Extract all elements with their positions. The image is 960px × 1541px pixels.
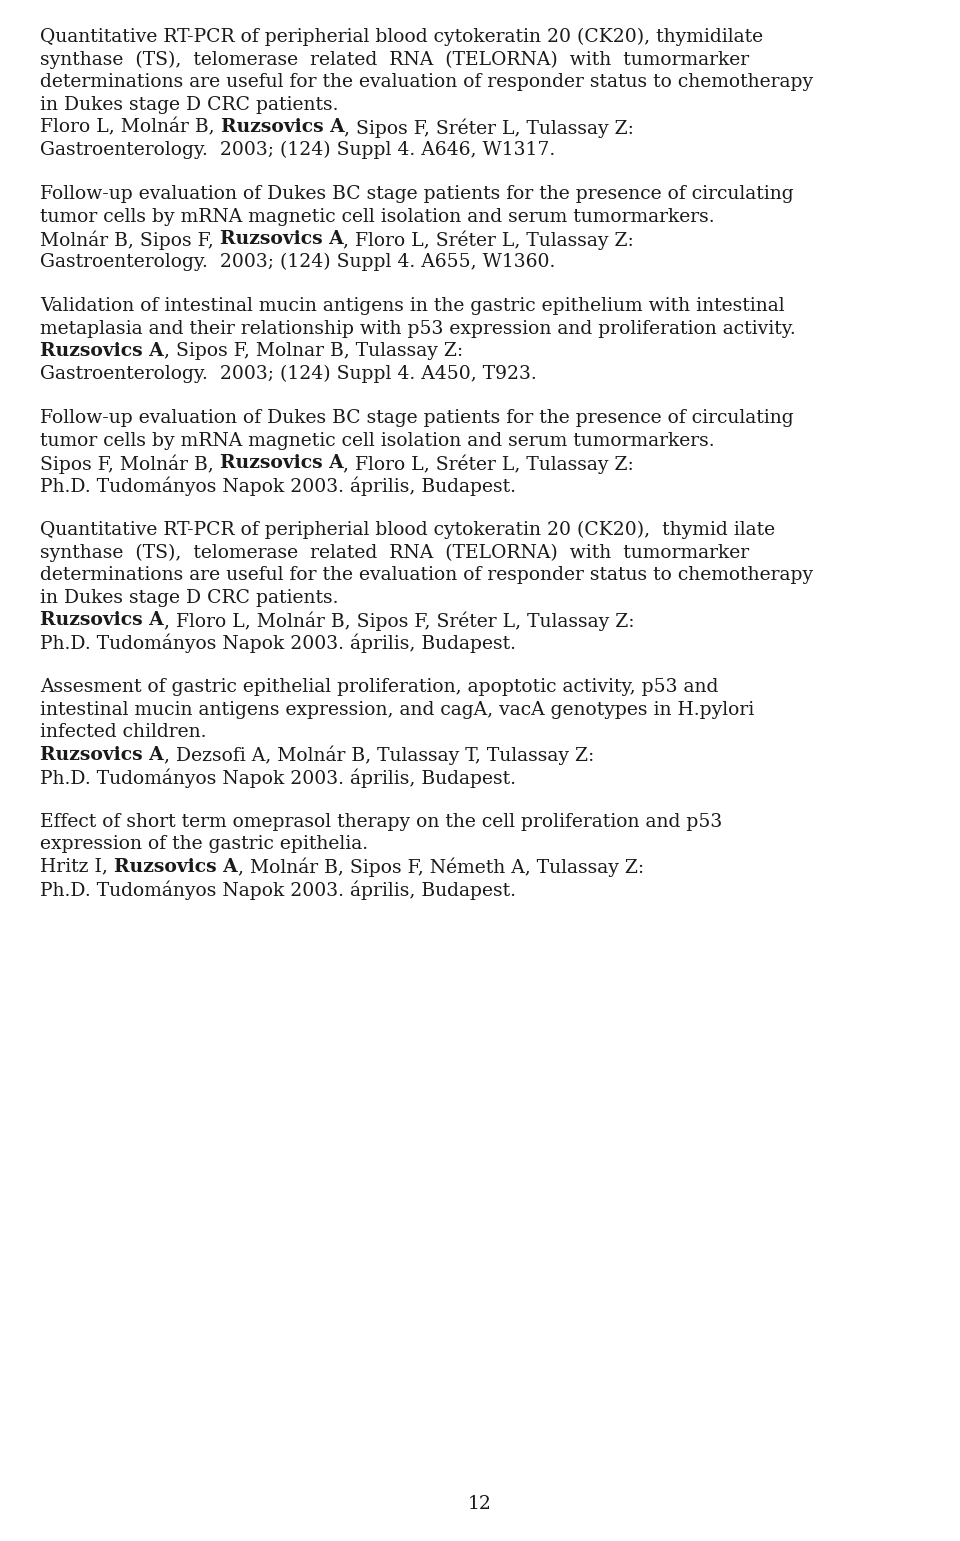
Text: Ruzsovics A: Ruzsovics A bbox=[40, 342, 163, 361]
Text: synthase  (TS),  telomerase  related  RNA  (TELORNA)  with  tumormarker: synthase (TS), telomerase related RNA (T… bbox=[40, 51, 749, 69]
Text: Ph.D. Tudományos Napok 2003. április, Budapest.: Ph.D. Tudományos Napok 2003. április, Bu… bbox=[40, 767, 516, 787]
Text: Ruzsovics A: Ruzsovics A bbox=[220, 455, 344, 472]
Text: Quantitative RT-PCR of peripherial blood cytokeratin 20 (CK20), thymidilate: Quantitative RT-PCR of peripherial blood… bbox=[40, 28, 763, 46]
Text: Assesment of gastric epithelial proliferation, apoptotic activity, p53 and: Assesment of gastric epithelial prolifer… bbox=[40, 678, 718, 697]
Text: Ph.D. Tudományos Napok 2003. április, Budapest.: Ph.D. Tudományos Napok 2003. április, Bu… bbox=[40, 476, 516, 496]
Text: Ph.D. Tudományos Napok 2003. április, Budapest.: Ph.D. Tudományos Napok 2003. április, Bu… bbox=[40, 880, 516, 900]
Text: synthase  (TS),  telomerase  related  RNA  (TELORNA)  with  tumormarker: synthase (TS), telomerase related RNA (T… bbox=[40, 544, 749, 562]
Text: Effect of short term omeprasol therapy on the cell proliferation and p53: Effect of short term omeprasol therapy o… bbox=[40, 812, 722, 831]
Text: metaplasia and their relationship with p53 expression and proliferation activity: metaplasia and their relationship with p… bbox=[40, 319, 796, 337]
Text: , Floro L, Sréter L, Tulassay Z:: , Floro L, Sréter L, Tulassay Z: bbox=[344, 455, 635, 473]
Text: , Sipos F, Molnar B, Tulassay Z:: , Sipos F, Molnar B, Tulassay Z: bbox=[163, 342, 463, 361]
Text: Hritz I,: Hritz I, bbox=[40, 857, 114, 875]
Text: tumor cells by mRNA magnetic cell isolation and serum tumormarkers.: tumor cells by mRNA magnetic cell isolat… bbox=[40, 208, 714, 225]
Text: Ruzsovics A: Ruzsovics A bbox=[220, 230, 344, 248]
Text: Ruzsovics A: Ruzsovics A bbox=[114, 857, 237, 875]
Text: Ruzsovics A: Ruzsovics A bbox=[40, 610, 163, 629]
Text: 12: 12 bbox=[468, 1495, 492, 1513]
Text: determinations are useful for the evaluation of responder status to chemotherapy: determinations are useful for the evalua… bbox=[40, 566, 813, 584]
Text: Floro L, Molnár B,: Floro L, Molnár B, bbox=[40, 119, 221, 136]
Text: Gastroenterology.  2003; (124) Suppl 4. A646, W1317.: Gastroenterology. 2003; (124) Suppl 4. A… bbox=[40, 140, 555, 159]
Text: Follow-up evaluation of Dukes BC stage patients for the presence of circulating: Follow-up evaluation of Dukes BC stage p… bbox=[40, 185, 794, 203]
Text: Validation of intestinal mucin antigens in the gastric epithelium with intestina: Validation of intestinal mucin antigens … bbox=[40, 297, 784, 314]
Text: in Dukes stage D CRC patients.: in Dukes stage D CRC patients. bbox=[40, 96, 339, 114]
Text: tumor cells by mRNA magnetic cell isolation and serum tumormarkers.: tumor cells by mRNA magnetic cell isolat… bbox=[40, 431, 714, 450]
Text: , Molnár B, Sipos F, Németh A, Tulassay Z:: , Molnár B, Sipos F, Németh A, Tulassay … bbox=[237, 857, 643, 877]
Text: Gastroenterology.  2003; (124) Suppl 4. A450, T923.: Gastroenterology. 2003; (124) Suppl 4. A… bbox=[40, 365, 537, 382]
Text: , Floro L, Molnár B, Sipos F, Sréter L, Tulassay Z:: , Floro L, Molnár B, Sipos F, Sréter L, … bbox=[163, 610, 635, 630]
Text: in Dukes stage D CRC patients.: in Dukes stage D CRC patients. bbox=[40, 589, 339, 607]
Text: , Dezsofi A, Molnár B, Tulassay T, Tulassay Z:: , Dezsofi A, Molnár B, Tulassay T, Tulas… bbox=[163, 746, 594, 764]
Text: Sipos F, Molnár B,: Sipos F, Molnár B, bbox=[40, 455, 220, 473]
Text: determinations are useful for the evaluation of responder status to chemotherapy: determinations are useful for the evalua… bbox=[40, 72, 813, 91]
Text: Follow-up evaluation of Dukes BC stage patients for the presence of circulating: Follow-up evaluation of Dukes BC stage p… bbox=[40, 408, 794, 427]
Text: infected children.: infected children. bbox=[40, 723, 206, 741]
Text: Ruzsovics A: Ruzsovics A bbox=[40, 746, 163, 763]
Text: Gastroenterology.  2003; (124) Suppl 4. A655, W1360.: Gastroenterology. 2003; (124) Suppl 4. A… bbox=[40, 253, 556, 271]
Text: , Floro L, Sréter L, Tulassay Z:: , Floro L, Sréter L, Tulassay Z: bbox=[344, 230, 635, 250]
Text: , Sipos F, Sréter L, Tulassay Z:: , Sipos F, Sréter L, Tulassay Z: bbox=[345, 119, 635, 137]
Text: Molnár B, Sipos F,: Molnár B, Sipos F, bbox=[40, 230, 220, 250]
Text: Ph.D. Tudományos Napok 2003. április, Budapest.: Ph.D. Tudományos Napok 2003. április, Bu… bbox=[40, 633, 516, 653]
Text: Ruzsovics A: Ruzsovics A bbox=[221, 119, 345, 136]
Text: Quantitative RT-PCR of peripherial blood cytokeratin 20 (CK20),  thymid ilate: Quantitative RT-PCR of peripherial blood… bbox=[40, 521, 775, 539]
Text: expression of the gastric epithelia.: expression of the gastric epithelia. bbox=[40, 835, 368, 854]
Text: intestinal mucin antigens expression, and cagA, vacA genotypes in H.pylori: intestinal mucin antigens expression, an… bbox=[40, 701, 755, 718]
